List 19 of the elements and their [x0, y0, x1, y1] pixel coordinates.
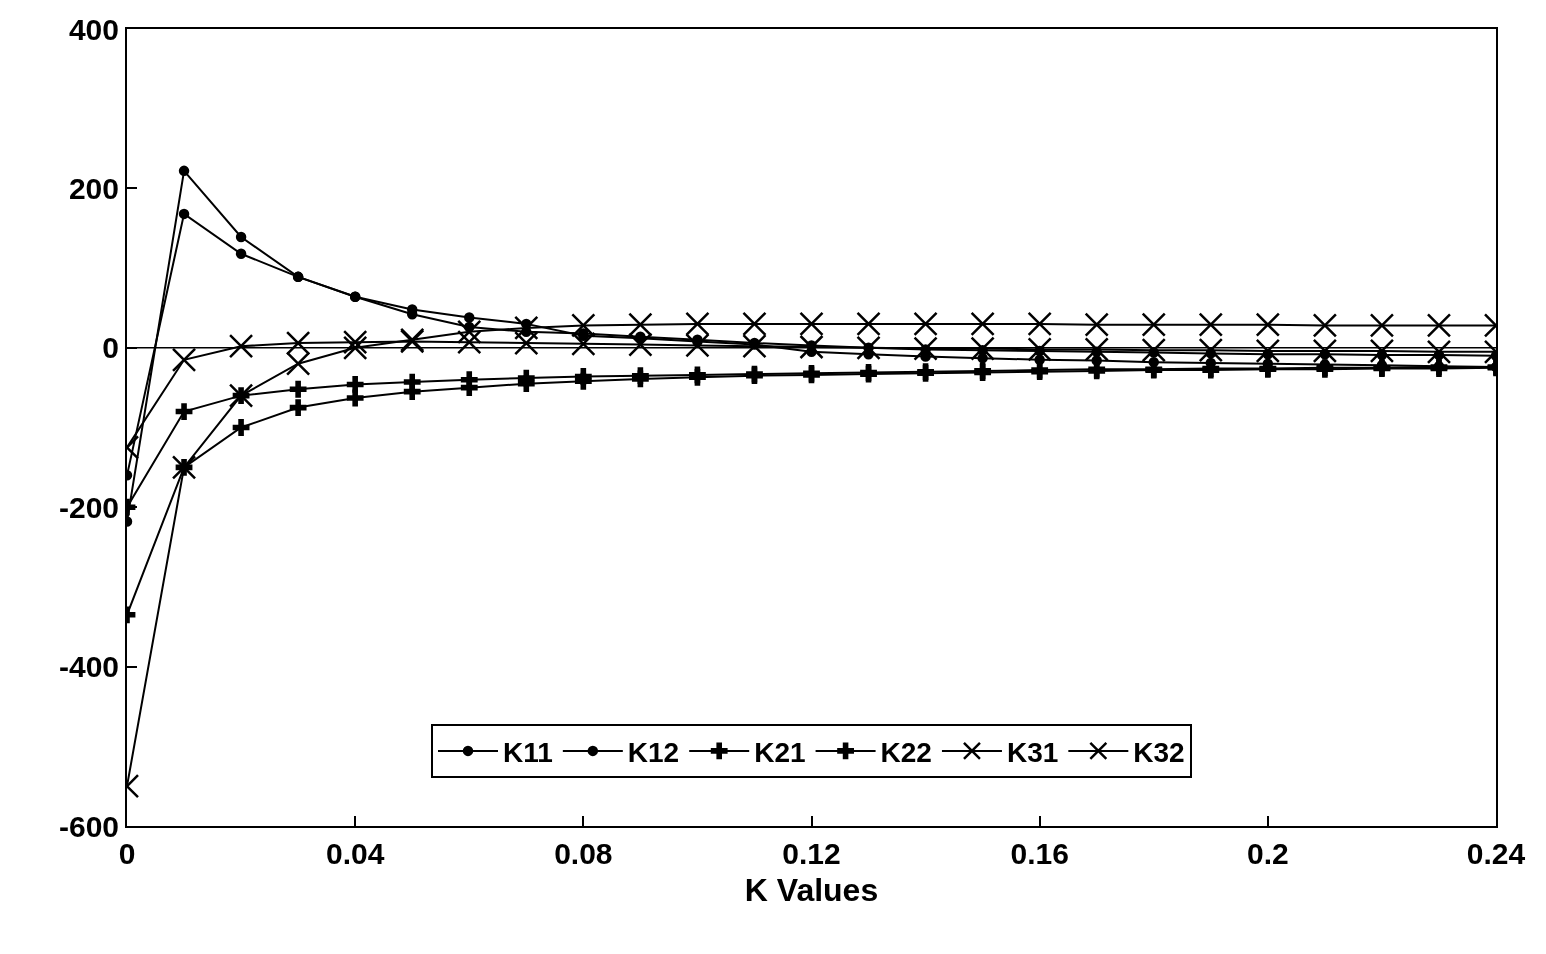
x-tick-label: 0.08	[554, 837, 613, 870]
legend-label: K12	[627, 736, 680, 768]
x-axis-title: K Values	[744, 872, 879, 909]
legend-label: K11	[503, 736, 553, 768]
legend-label: K32	[1133, 736, 1185, 768]
y-tick-label: -600	[58, 809, 119, 843]
x-tick-label: 0.2	[1246, 837, 1289, 870]
y-tick-label: -400	[58, 650, 119, 684]
legend-label: K21	[754, 736, 806, 768]
x-tick-label: 0.16	[1010, 837, 1069, 870]
x-tick-label: 0.12	[782, 837, 841, 870]
y-tick-label: 0	[102, 331, 119, 365]
x-tick-label: 0.24	[1466, 837, 1526, 870]
y-tick-label: 200	[68, 171, 119, 205]
legend-label: K31	[1006, 736, 1059, 768]
y-tick-label: -200	[58, 490, 119, 524]
legend-label: K22	[880, 736, 932, 768]
y-tick-label: 400	[68, 12, 119, 46]
x-tick-label: 0.04	[325, 837, 385, 870]
